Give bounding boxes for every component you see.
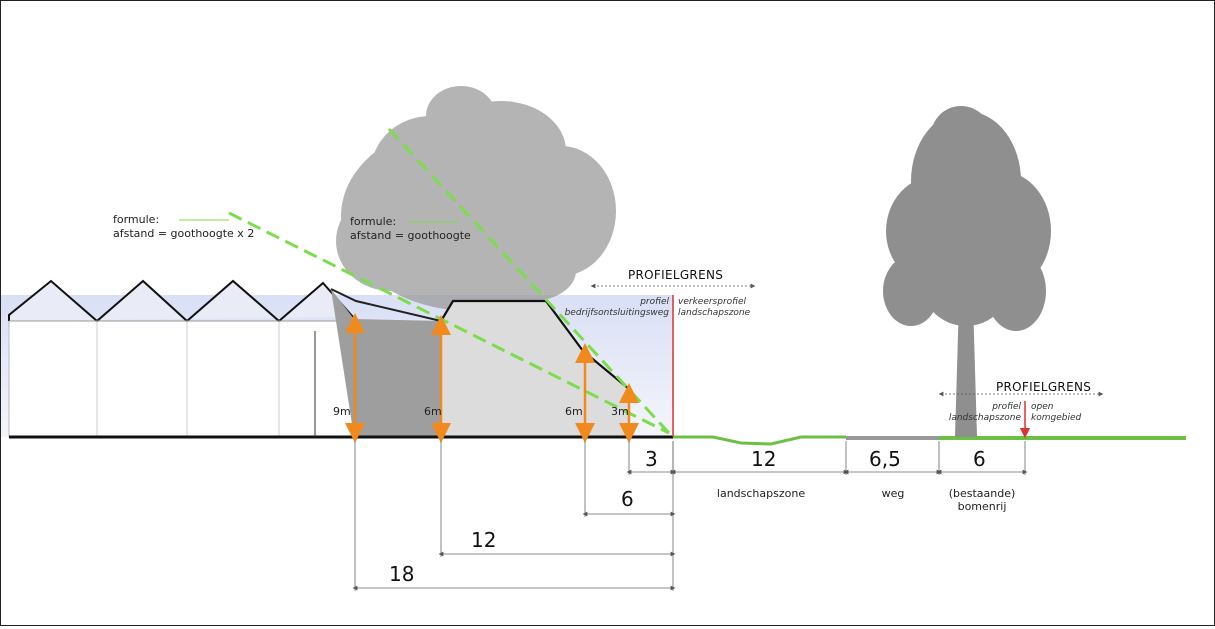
boundary-1-right-line2: landschapszone <box>678 308 751 318</box>
boundary-1-left-line1: profiel <box>639 297 669 307</box>
zone-width-6: 6 <box>973 447 986 471</box>
zone-name-bestaande: (bestaande) <box>949 487 1016 500</box>
height-arrows <box>345 313 639 443</box>
zone-width-12: 12 <box>751 447 776 471</box>
boundary-2-left-line1: profiel <box>991 402 1021 412</box>
dashed-line-x1 <box>387 127 671 435</box>
profile-boundary-2: PROFIELGRENS profiel landschapszone open… <box>938 380 1104 439</box>
formula-x1-title: formule: <box>350 215 396 228</box>
formula-x2-expr: afstand = goothoogte x 2 <box>113 227 254 240</box>
tree-left <box>336 86 616 311</box>
profile-boundary-1: PROFIELGRENS profiel bedrijfsontsluiting… <box>565 268 756 437</box>
zone-name-weg: weg <box>882 487 905 500</box>
distance-label-18: 18 <box>389 562 414 586</box>
boundary-1-right-line1: verkeersprofiel <box>678 297 747 307</box>
building-volume-dark-top <box>330 288 442 322</box>
boundary-1-left-line2: bedrijfsontsluitingsweg <box>565 308 670 318</box>
boundary-2-right-line1: open <box>1031 402 1054 412</box>
height-label-9m: 9m <box>333 405 351 418</box>
formula-x1: formule: afstand = goothoogte <box>350 215 471 242</box>
height-label-6m-b: 6m <box>565 405 583 418</box>
height-label-6m-a: 6m <box>424 405 442 418</box>
zone-dimensions <box>670 441 1028 475</box>
tree-right <box>883 106 1051 437</box>
boundary-2-title: PROFIELGRENS <box>996 380 1091 394</box>
distance-label-12: 12 <box>471 528 496 552</box>
distance-label-3: 3 <box>645 447 658 471</box>
height-label-3m: 3m <box>611 405 629 418</box>
boundary-2-right-line2: komgebied <box>1031 413 1081 423</box>
distance-label-6: 6 <box>621 487 634 511</box>
greenhouses <box>8 279 355 438</box>
boundary-2-left-line2: landschapszone <box>949 413 1022 423</box>
zone-name-landschapszone: landschapszone <box>717 487 805 500</box>
formula-x2: formule: afstand = goothoogte x 2 <box>113 213 254 240</box>
dashed-line-x2 <box>228 211 670 435</box>
zone-name-bomenrij: bomenrij <box>958 500 1007 513</box>
formula-x1-expr: afstand = goothoogte <box>350 229 471 242</box>
boundary-1-title: PROFIELGRENS <box>628 268 723 282</box>
zone-width-6-5: 6,5 <box>869 447 901 471</box>
landscape-ditch <box>673 435 846 446</box>
distance-dimensions <box>352 441 676 591</box>
formula-x2-title: formule: <box>113 213 159 226</box>
